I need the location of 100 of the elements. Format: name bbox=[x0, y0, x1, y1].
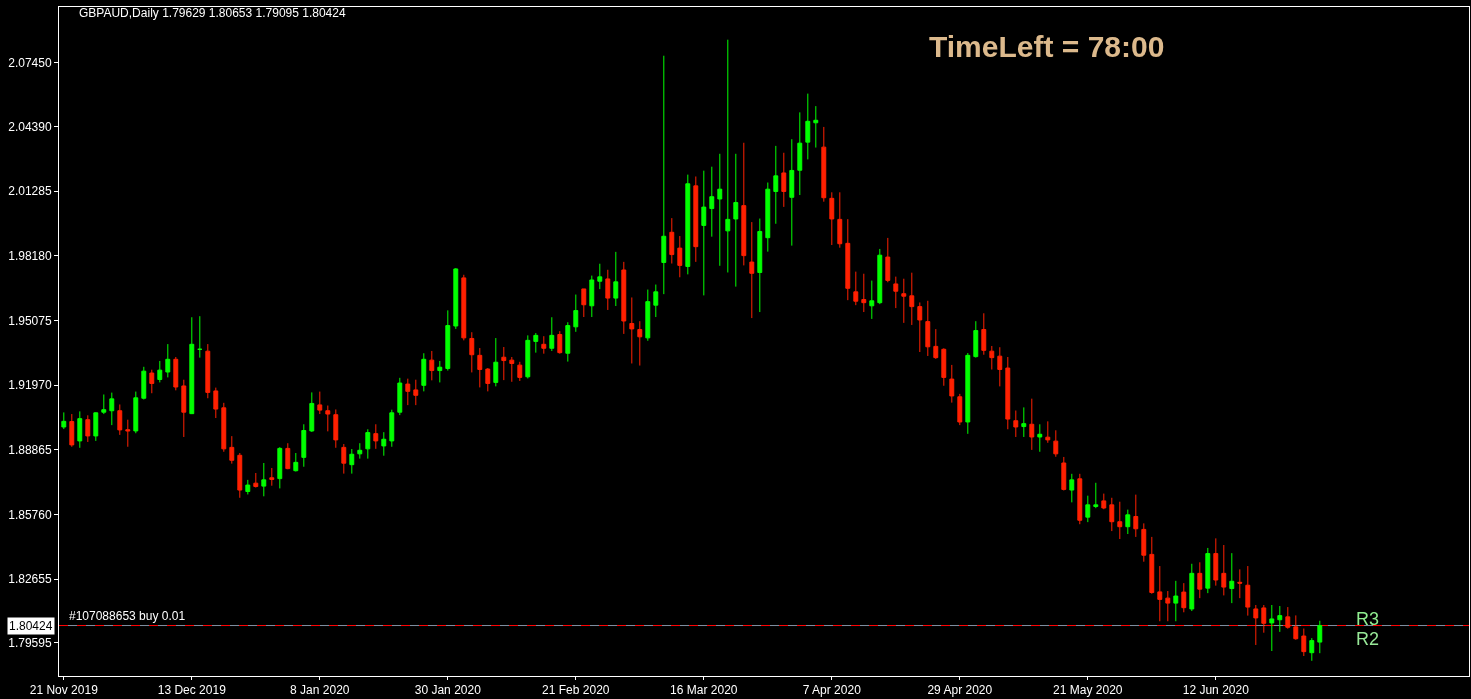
candlestick bbox=[285, 442, 291, 470]
candlestick bbox=[1125, 509, 1131, 535]
candlestick bbox=[173, 356, 179, 391]
candlestick bbox=[157, 360, 163, 383]
candlestick bbox=[693, 175, 699, 263]
candlestick bbox=[949, 364, 955, 404]
candlestick bbox=[317, 391, 323, 415]
candlestick bbox=[781, 152, 787, 208]
candlestick bbox=[597, 263, 603, 290]
y-tick-label: 1.88865 bbox=[8, 442, 52, 457]
candlestick bbox=[389, 409, 395, 448]
candlestick bbox=[1213, 537, 1219, 587]
candlestick bbox=[853, 271, 859, 306]
candlestick bbox=[845, 218, 851, 301]
candlestick bbox=[789, 138, 795, 247]
candlestick bbox=[1053, 429, 1059, 458]
candlestick bbox=[997, 346, 1003, 387]
candlestick bbox=[1277, 605, 1283, 633]
candlestick bbox=[621, 261, 627, 335]
candlestick bbox=[149, 369, 155, 394]
candlestick bbox=[333, 408, 339, 449]
candlestick bbox=[453, 267, 459, 330]
y-tick-label: 1.82655 bbox=[8, 572, 52, 587]
candlestick bbox=[197, 315, 203, 359]
candlestick bbox=[669, 217, 675, 265]
candlestick bbox=[133, 391, 139, 434]
candlestick bbox=[1109, 497, 1115, 532]
candlestick bbox=[933, 328, 939, 360]
candlestick bbox=[125, 419, 131, 448]
candlestick bbox=[461, 274, 467, 341]
candlestick bbox=[1317, 620, 1323, 654]
candlestick bbox=[565, 321, 571, 363]
candlestick bbox=[493, 337, 499, 387]
candlestick bbox=[1085, 495, 1091, 523]
candlestick bbox=[1069, 473, 1075, 503]
x-tick-label: 13 Dec 2019 bbox=[157, 683, 227, 698]
candlestick bbox=[805, 93, 811, 160]
candlestick bbox=[1165, 590, 1171, 622]
candlestick bbox=[829, 191, 835, 246]
candlestick bbox=[925, 300, 931, 357]
candlestick bbox=[573, 294, 579, 333]
candlestick bbox=[469, 331, 475, 373]
y-tick-label: 2.04390 bbox=[8, 119, 52, 134]
candlestick bbox=[221, 402, 227, 453]
y-tick-label: 1.91970 bbox=[8, 378, 52, 393]
candlestick bbox=[1237, 568, 1243, 599]
x-tick-label: 12 Jun 2020 bbox=[1182, 683, 1250, 698]
candlestick bbox=[869, 280, 875, 320]
candlestick bbox=[1269, 604, 1275, 652]
candlestick bbox=[877, 248, 883, 305]
candlestick bbox=[1077, 473, 1083, 525]
candlestick bbox=[861, 273, 867, 313]
candlestick bbox=[909, 272, 915, 326]
candlestick bbox=[645, 289, 651, 342]
candlestick bbox=[1117, 501, 1123, 540]
candlestick bbox=[741, 142, 747, 266]
candlestick bbox=[701, 170, 707, 296]
x-tick-label: 16 Mar 2020 bbox=[670, 683, 738, 698]
candlestick bbox=[1173, 580, 1179, 622]
candlestick bbox=[309, 391, 315, 433]
candlestick bbox=[661, 55, 667, 295]
candlestick bbox=[901, 278, 907, 324]
candlestick bbox=[541, 335, 547, 355]
candlestick bbox=[509, 356, 515, 383]
candlestick bbox=[237, 452, 243, 499]
candlestick bbox=[501, 346, 507, 381]
x-tick-label: 21 May 2020 bbox=[1053, 683, 1123, 698]
candlestick bbox=[917, 301, 923, 353]
candlestick bbox=[1013, 410, 1019, 438]
candlestick bbox=[357, 442, 363, 460]
candlestick bbox=[437, 360, 443, 383]
candlestick bbox=[1021, 406, 1027, 438]
y-tick-label: 2.01285 bbox=[8, 184, 52, 199]
candlestick bbox=[349, 448, 355, 475]
candlestick bbox=[677, 235, 683, 278]
x-tick-label: 21 Feb 2020 bbox=[542, 683, 610, 698]
candlestick bbox=[205, 343, 211, 399]
candlestick bbox=[629, 296, 635, 364]
candlestick bbox=[189, 316, 195, 415]
candlestick bbox=[1181, 582, 1187, 613]
chart-title: GBPAUD,Daily 1.79629 1.80653 1.79095 1.80424 bbox=[79, 6, 346, 21]
candlestick bbox=[525, 334, 531, 379]
candlestick bbox=[165, 343, 171, 378]
candlestick bbox=[85, 414, 91, 443]
candlestick bbox=[709, 166, 715, 238]
y-tick-label: 2.07450 bbox=[8, 56, 52, 70]
candlestick bbox=[613, 251, 619, 307]
candlestick bbox=[685, 174, 691, 275]
candlestick bbox=[1205, 547, 1211, 594]
x-tick-label: 30 Jan 2020 bbox=[414, 683, 482, 698]
candlestick bbox=[797, 111, 803, 196]
candlestick bbox=[749, 221, 755, 319]
candlestick bbox=[773, 145, 779, 225]
candlestick bbox=[557, 330, 563, 355]
candlestick bbox=[365, 428, 371, 460]
candlestick bbox=[373, 423, 379, 450]
candlestick bbox=[1133, 494, 1139, 538]
y-tick-label: 1.85760 bbox=[8, 507, 52, 522]
annotation: TimeLeft = 78:00 bbox=[929, 30, 1165, 63]
candlestick bbox=[301, 423, 307, 468]
